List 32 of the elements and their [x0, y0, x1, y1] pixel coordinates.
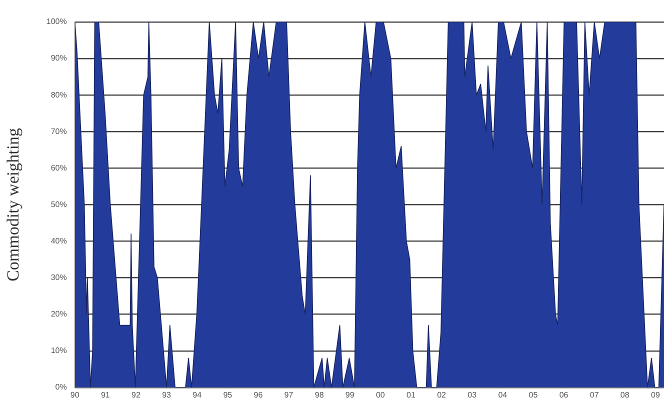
y-tick-label: 40% [50, 236, 67, 246]
x-tick-label: 04 [498, 390, 508, 400]
x-tick-label: 06 [559, 390, 569, 400]
x-tick-label: 00 [376, 390, 386, 400]
y-tick-label: 100% [46, 17, 67, 26]
x-tick-label: 02 [437, 390, 447, 400]
y-tick-label: 0% [55, 382, 67, 392]
y-tick-label: 90% [50, 54, 67, 63]
x-tick-label: 90 [70, 390, 80, 400]
y-tick-label: 30% [50, 272, 67, 282]
y-tick-label: 60% [50, 163, 67, 172]
y-tick-label: 80% [50, 90, 67, 100]
x-tick-label: 08 [620, 390, 630, 400]
x-tick-label: 09 [650, 390, 660, 400]
y-tick-label: 20% [50, 310, 67, 319]
x-tick-label: 07 [590, 390, 600, 400]
x-tick-label: 96 [254, 390, 264, 400]
y-tick-label: 70% [50, 126, 67, 136]
y-tick-label: 50% [50, 200, 67, 209]
x-tick-label: 01 [406, 390, 416, 400]
x-tick-label: 95 [223, 390, 233, 400]
x-tick-label: 03 [468, 390, 478, 400]
x-tick-label: 05 [528, 390, 538, 400]
x-tick-label: 91 [100, 390, 110, 400]
x-tick-label: 98 [314, 390, 324, 400]
y-axis-title: Commodity weighting [4, 127, 23, 282]
y-tick-label: 10% [50, 346, 67, 356]
x-tick-label: 92 [132, 390, 141, 400]
x-tick-label: 99 [345, 390, 355, 400]
x-tick-label: 93 [162, 390, 172, 400]
x-tick-label: 94 [192, 390, 202, 400]
x-tick-label: 97 [284, 390, 294, 400]
